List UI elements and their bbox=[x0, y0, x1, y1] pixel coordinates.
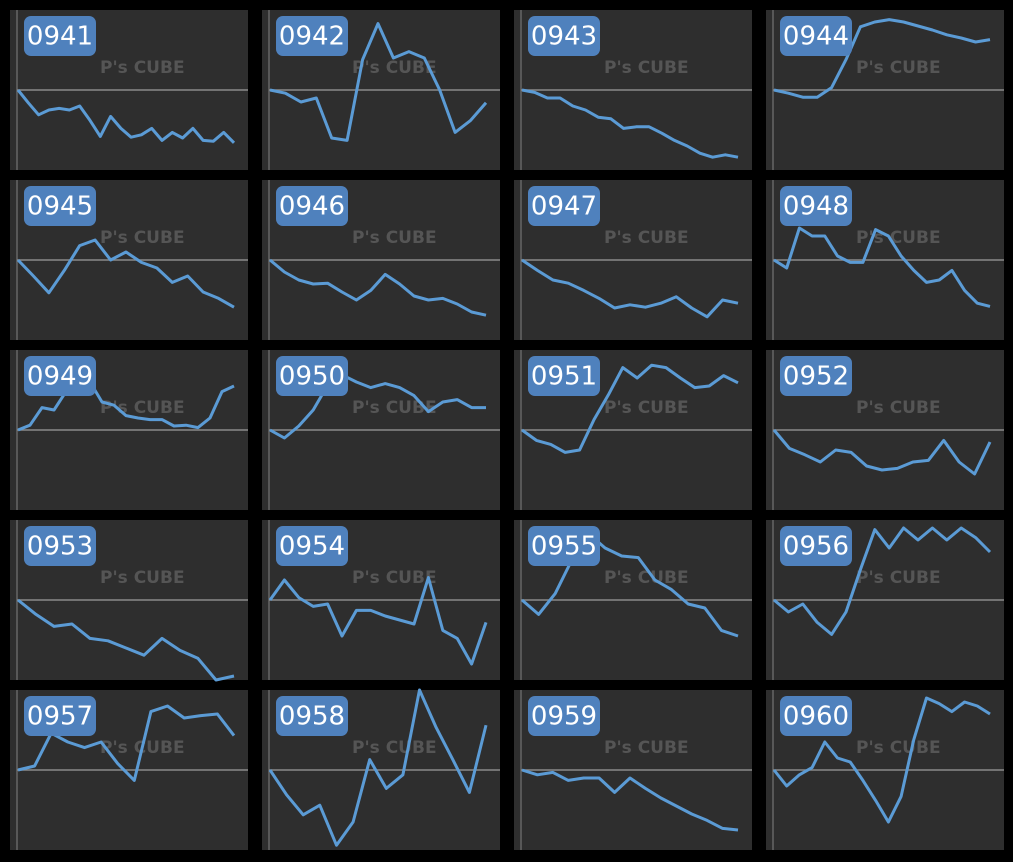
title-badge bbox=[276, 526, 348, 566]
panel: P's CUBE 0950 bbox=[262, 350, 500, 510]
price-line bbox=[521, 363, 739, 454]
title-badge bbox=[780, 356, 852, 396]
watermark: P's CUBE bbox=[100, 58, 185, 78]
watermark: P's CUBE bbox=[856, 398, 941, 418]
title-badge bbox=[24, 356, 96, 396]
chart-title: 0942 bbox=[279, 22, 345, 52]
panel: P's CUBE 0944 bbox=[766, 10, 1004, 170]
watermark: P's CUBE bbox=[352, 228, 437, 248]
title-badge bbox=[24, 16, 96, 56]
price-line bbox=[269, 373, 486, 440]
watermark: P's CUBE bbox=[604, 228, 689, 248]
chart-title: 0956 bbox=[783, 532, 849, 562]
chart-title: 0953 bbox=[27, 532, 93, 562]
price-line bbox=[268, 688, 488, 847]
title-badge bbox=[528, 356, 600, 396]
title-badge bbox=[780, 696, 852, 736]
title-badge bbox=[528, 526, 600, 566]
panel: P's CUBE 0955 bbox=[514, 520, 752, 680]
panel: P's CUBE 0942 bbox=[262, 10, 500, 170]
price-line bbox=[16, 89, 236, 144]
chart-title: 0959 bbox=[531, 702, 597, 732]
panel: P's CUBE 0941 bbox=[10, 10, 248, 170]
watermark: P's CUBE bbox=[856, 228, 941, 248]
price-line bbox=[773, 226, 991, 308]
chart-title: 0960 bbox=[783, 702, 849, 732]
title-badge bbox=[276, 186, 348, 226]
chart-title: 0948 bbox=[783, 192, 849, 222]
price-line bbox=[17, 598, 235, 682]
chart-title: 0951 bbox=[531, 362, 597, 392]
title-badge bbox=[276, 16, 348, 56]
chart-title: 0943 bbox=[531, 22, 597, 52]
price-line bbox=[269, 22, 488, 142]
panel: P's CUBE 0952 bbox=[766, 350, 1004, 510]
title-badge bbox=[276, 696, 348, 736]
panel: P's CUBE 0946 bbox=[262, 180, 500, 340]
panel: P's CUBE 0945 bbox=[10, 180, 248, 340]
panel: P's CUBE 0953 bbox=[10, 520, 248, 682]
chart-title: 0958 bbox=[279, 702, 345, 732]
watermark: P's CUBE bbox=[604, 58, 689, 78]
chart-title: 0949 bbox=[27, 362, 93, 392]
watermark: P's CUBE bbox=[604, 398, 689, 418]
watermark: P's CUBE bbox=[100, 398, 185, 418]
price-line bbox=[772, 429, 992, 476]
title-badge bbox=[24, 186, 96, 226]
chart-title: 0954 bbox=[279, 532, 345, 562]
chart-title: 0944 bbox=[783, 22, 849, 52]
title-badge bbox=[528, 186, 600, 226]
panel: P's CUBE 0954 bbox=[262, 520, 500, 680]
price-line bbox=[772, 696, 991, 824]
price-line bbox=[17, 380, 235, 432]
chart-title: 0947 bbox=[531, 192, 597, 222]
watermark: P's CUBE bbox=[352, 568, 437, 588]
chart-title: 0946 bbox=[279, 192, 345, 222]
watermark: P's CUBE bbox=[856, 738, 941, 758]
panel: P's CUBE 0956 bbox=[766, 520, 1004, 680]
title-badge bbox=[780, 526, 852, 566]
watermark: P's CUBE bbox=[604, 738, 689, 758]
watermark: P's CUBE bbox=[100, 568, 185, 588]
panel: P's CUBE 0948 bbox=[766, 180, 1004, 340]
title-badge bbox=[780, 186, 852, 226]
price-line bbox=[268, 576, 488, 666]
title-badge bbox=[528, 696, 600, 736]
chart-title: 0945 bbox=[27, 192, 93, 222]
panel: P's CUBE 0958 bbox=[262, 688, 500, 850]
chart-title: 0941 bbox=[27, 22, 93, 52]
watermark: P's CUBE bbox=[352, 398, 437, 418]
watermark: P's CUBE bbox=[856, 568, 941, 588]
watermark: P's CUBE bbox=[856, 58, 941, 78]
title-badge bbox=[780, 16, 852, 56]
panel: P's CUBE 0960 bbox=[766, 690, 1004, 850]
title-badge bbox=[276, 356, 348, 396]
panel: P's CUBE 0947 bbox=[514, 180, 752, 340]
title-badge bbox=[24, 696, 96, 736]
chart-title: 0955 bbox=[531, 532, 597, 562]
panel: P's CUBE 0951 bbox=[514, 350, 752, 510]
chart-title: 0950 bbox=[279, 362, 345, 392]
price-line bbox=[521, 532, 739, 638]
price-line bbox=[773, 526, 992, 636]
price-line bbox=[521, 768, 739, 832]
panel: P's CUBE 0949 bbox=[10, 350, 248, 510]
chart-title: 0952 bbox=[783, 362, 849, 392]
title-badge bbox=[528, 16, 600, 56]
watermark: P's CUBE bbox=[352, 738, 437, 758]
price-line bbox=[521, 258, 739, 319]
price-line bbox=[521, 88, 739, 159]
watermark: P's CUBE bbox=[352, 58, 437, 78]
price-line bbox=[16, 238, 235, 309]
price-line bbox=[773, 18, 991, 99]
panel: P's CUBE 0959 bbox=[514, 690, 752, 850]
chart-title: 0957 bbox=[27, 702, 93, 732]
panel: P's CUBE 0943 bbox=[514, 10, 752, 170]
title-badge bbox=[24, 526, 96, 566]
watermark: P's CUBE bbox=[100, 228, 185, 248]
watermark: P's CUBE bbox=[604, 568, 689, 588]
price-line bbox=[269, 258, 487, 317]
